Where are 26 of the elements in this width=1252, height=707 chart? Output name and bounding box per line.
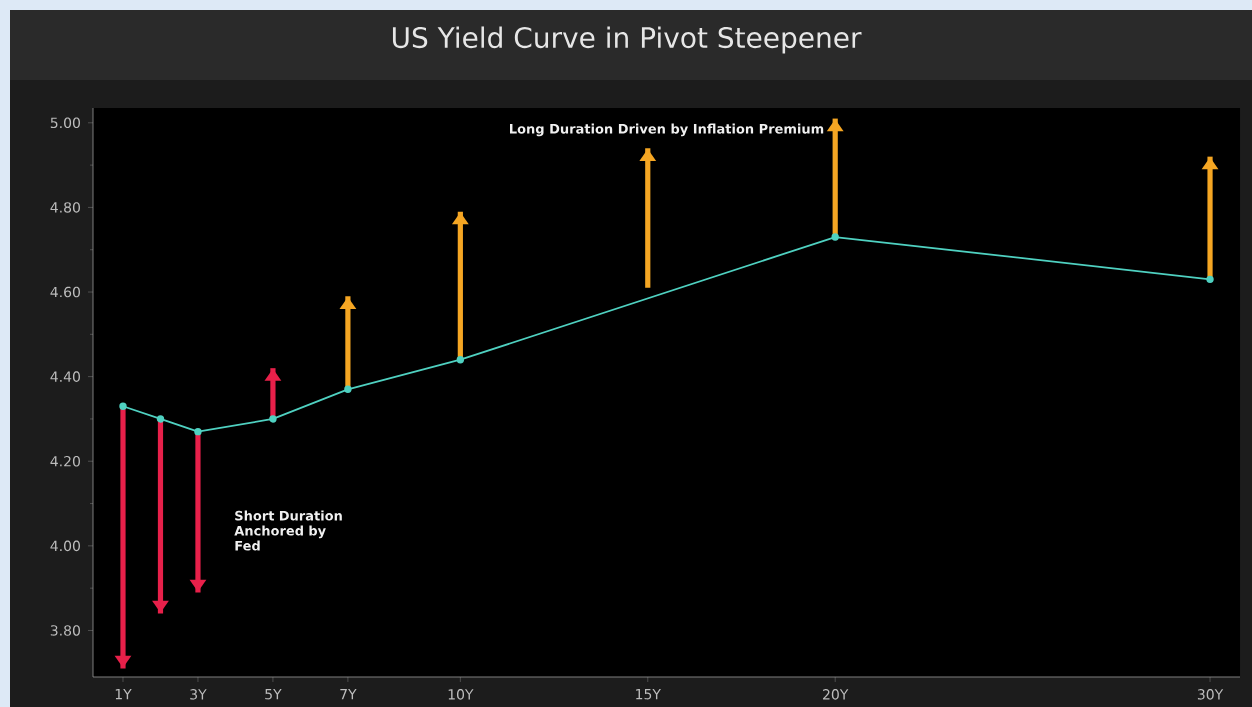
x-tick-label: 3Y bbox=[190, 689, 207, 700]
y-tick-label: 5.00 bbox=[50, 117, 80, 129]
y-tick-label: 3.80 bbox=[50, 625, 80, 636]
point bbox=[456, 356, 465, 364]
y-tick-label: 4.80 bbox=[50, 202, 80, 213]
point bbox=[194, 427, 202, 436]
y-tick-label: 4.00 bbox=[50, 540, 80, 552]
x-tick-label: 1Y bbox=[115, 689, 132, 700]
x-tick-label: 20Y bbox=[823, 689, 849, 700]
point bbox=[119, 402, 127, 410]
x-tick-label: 30Y bbox=[1197, 689, 1224, 700]
point bbox=[831, 233, 839, 241]
x-tick-label: 15Y bbox=[636, 689, 661, 700]
x-tick-label: 10Y bbox=[448, 689, 474, 700]
point bbox=[156, 415, 165, 423]
point bbox=[1206, 275, 1214, 284]
y-tick-label: 4.20 bbox=[50, 455, 80, 467]
y-tick-label: 4.40 bbox=[50, 371, 80, 382]
point bbox=[344, 385, 352, 394]
annotation: Long Duration Driven by Inflation Premium bbox=[510, 123, 824, 137]
annotation: Short Duration Anchored by Fed bbox=[234, 510, 342, 551]
x-tick-label: 7Y bbox=[340, 689, 357, 700]
point bbox=[269, 415, 277, 423]
y-tick-label: 4.60 bbox=[50, 286, 80, 298]
chart-title: US Yield Curve in Pivot Steepener bbox=[392, 26, 862, 54]
x-tick-label: 5Y bbox=[265, 689, 282, 700]
